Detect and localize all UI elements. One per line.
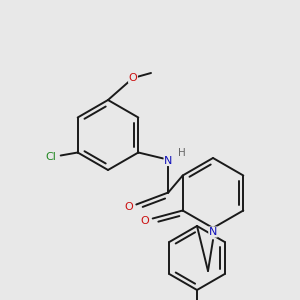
Text: O: O — [124, 202, 133, 212]
Text: O: O — [129, 73, 137, 83]
Text: H: H — [178, 148, 186, 158]
Text: O: O — [140, 215, 149, 226]
Text: Cl: Cl — [45, 152, 56, 163]
Text: N: N — [209, 227, 217, 237]
Text: N: N — [164, 155, 172, 166]
